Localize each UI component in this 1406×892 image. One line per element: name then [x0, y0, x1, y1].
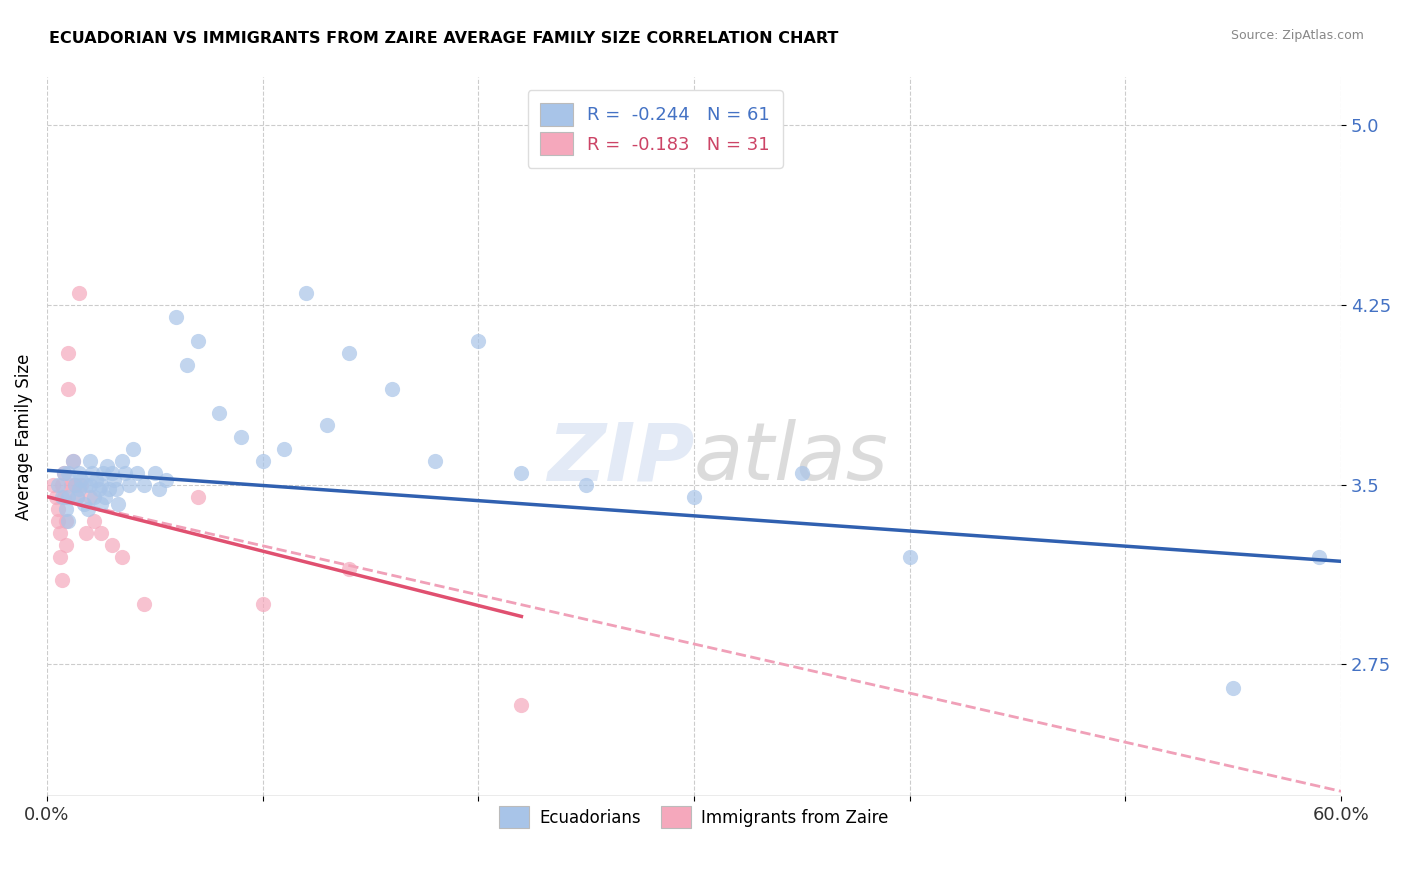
Point	[337, 561, 360, 575]
Point	[208, 406, 231, 420]
Point	[59, 477, 82, 491]
Point	[49, 549, 72, 564]
Point	[51, 477, 73, 491]
Point	[683, 490, 706, 504]
Point	[273, 442, 295, 456]
Point	[100, 537, 122, 551]
Point	[66, 490, 89, 504]
Point	[229, 430, 252, 444]
Y-axis label: Average Family Size: Average Family Size	[15, 353, 32, 520]
Point	[58, 490, 80, 504]
Point	[53, 466, 76, 480]
Point	[316, 417, 339, 432]
Point	[63, 477, 86, 491]
Point	[107, 497, 129, 511]
Point	[55, 537, 77, 551]
Point	[62, 454, 84, 468]
Point	[67, 483, 90, 497]
Point	[423, 454, 446, 468]
Point	[83, 514, 105, 528]
Point	[176, 358, 198, 372]
Point	[98, 483, 121, 497]
Point	[187, 334, 209, 348]
Point	[187, 490, 209, 504]
Text: ECUADORIAN VS IMMIGRANTS FROM ZAIRE AVERAGE FAMILY SIZE CORRELATION CHART: ECUADORIAN VS IMMIGRANTS FROM ZAIRE AVER…	[49, 31, 838, 46]
Point	[72, 497, 94, 511]
Point	[111, 454, 134, 468]
Point	[118, 477, 141, 491]
Point	[55, 501, 77, 516]
Point	[66, 490, 89, 504]
Text: ZIP: ZIP	[547, 419, 695, 498]
Point	[63, 477, 86, 491]
Point	[467, 334, 489, 348]
Point	[87, 483, 110, 497]
Point	[82, 466, 104, 480]
Point	[510, 698, 533, 712]
Point	[127, 466, 149, 480]
Text: atlas: atlas	[695, 419, 889, 498]
Point	[510, 466, 533, 480]
Point	[143, 466, 166, 480]
Point	[90, 525, 112, 540]
Point	[44, 490, 66, 504]
Point	[79, 477, 101, 491]
Point	[55, 514, 77, 528]
Point	[53, 490, 76, 504]
Point	[111, 549, 134, 564]
Point	[75, 525, 97, 540]
Point	[790, 466, 813, 480]
Point	[337, 346, 360, 360]
Point	[51, 574, 73, 588]
Point	[70, 473, 93, 487]
Point	[67, 466, 90, 480]
Point	[83, 490, 105, 504]
Point	[100, 466, 122, 480]
Point	[132, 477, 155, 491]
Point	[46, 477, 69, 491]
Point	[58, 514, 80, 528]
Point	[575, 477, 598, 491]
Point	[62, 454, 84, 468]
Point	[90, 477, 112, 491]
Point	[294, 286, 316, 301]
Point	[1222, 681, 1244, 696]
Point	[49, 525, 72, 540]
Point	[67, 286, 90, 301]
Point	[75, 477, 97, 491]
Point	[96, 458, 118, 473]
Point	[51, 490, 73, 504]
Point	[58, 382, 80, 396]
Point	[165, 310, 187, 324]
Point	[46, 501, 69, 516]
Point	[148, 483, 170, 497]
Point	[90, 497, 112, 511]
Point	[91, 466, 114, 480]
Point	[114, 466, 136, 480]
Point	[79, 454, 101, 468]
Point	[381, 382, 404, 396]
Legend: Ecuadorians, Immigrants from Zaire: Ecuadorians, Immigrants from Zaire	[492, 800, 896, 835]
Point	[58, 346, 80, 360]
Point	[252, 454, 274, 468]
Point	[53, 466, 76, 480]
Point	[155, 473, 177, 487]
Point	[58, 466, 80, 480]
Point	[104, 483, 127, 497]
Point	[1308, 549, 1330, 564]
Point	[132, 598, 155, 612]
Point	[79, 490, 101, 504]
Point	[252, 598, 274, 612]
Point	[70, 477, 93, 491]
Point	[94, 490, 117, 504]
Point	[122, 442, 145, 456]
Point	[898, 549, 921, 564]
Point	[46, 514, 69, 528]
Point	[42, 477, 65, 491]
Text: Source: ZipAtlas.com: Source: ZipAtlas.com	[1230, 29, 1364, 42]
Point	[86, 473, 108, 487]
Point	[76, 501, 98, 516]
Point	[103, 473, 125, 487]
